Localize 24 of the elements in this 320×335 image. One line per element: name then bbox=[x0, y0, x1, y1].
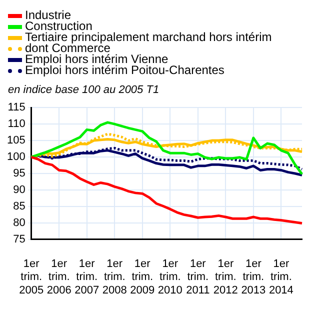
y-tick-label: 105 bbox=[6, 134, 26, 147]
x-tick-label: 1er trim. 2013 bbox=[241, 258, 266, 296]
legend-label: Emploi hors intérim Vienne bbox=[25, 52, 168, 66]
x-tick-label: 1er trim. 2012 bbox=[213, 258, 238, 296]
y-tick-label: 115 bbox=[8, 102, 26, 114]
legend-label: Construction bbox=[25, 19, 92, 33]
x-tick-label: 1er trim. 2009 bbox=[130, 258, 155, 296]
y-tick-label: 75 bbox=[13, 233, 26, 246]
y-tick-label: 80 bbox=[13, 216, 26, 229]
x-tick-label: 1er trim. 2010 bbox=[158, 258, 182, 296]
y-tick-label: 90 bbox=[13, 184, 26, 196]
x-tick-label: 1er trim. 2006 bbox=[46, 258, 72, 296]
y-tick-label: 110 bbox=[8, 118, 26, 130]
y-tick-label: 95 bbox=[13, 168, 26, 180]
x-tick-label: 1er trim. 2008 bbox=[102, 258, 127, 296]
legend-label: Industrie bbox=[25, 8, 72, 22]
x-tick-label: 1er trim. 2005 bbox=[19, 258, 44, 296]
x-tick-label: 1er trim. 2011 bbox=[186, 258, 210, 296]
y-tick-label: 100 bbox=[6, 151, 26, 164]
x-tick-label: 1er trim. 2014 bbox=[268, 258, 294, 296]
x-tick-label: 1er trim. 2007 bbox=[74, 258, 100, 296]
legend-label: Tertiaire principalement marchand hors intérim bbox=[25, 30, 272, 44]
chart-subtitle: en indice base 100 au 2005 T1 bbox=[8, 84, 160, 96]
y-tick-label: 85 bbox=[13, 200, 26, 212]
